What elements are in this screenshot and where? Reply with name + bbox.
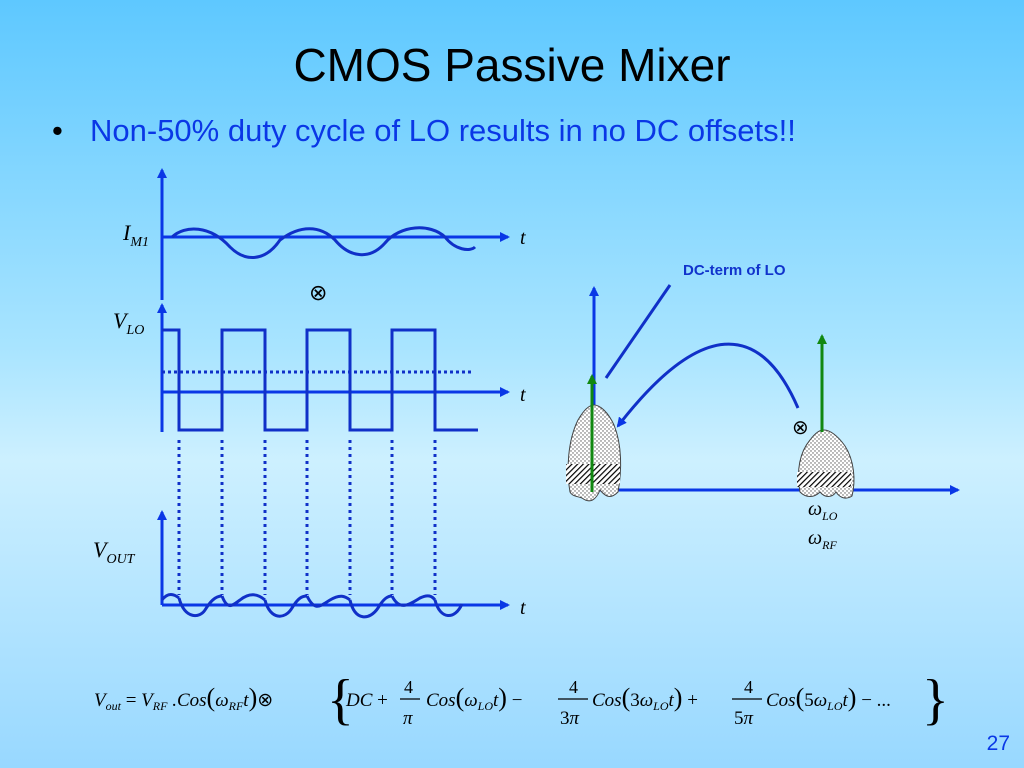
slide-title: CMOS Passive Mixer — [293, 39, 731, 91]
vout-label: VOUT — [93, 537, 136, 567]
projection-lines — [177, 440, 437, 595]
vlo-graph: VLO t — [113, 303, 526, 432]
svg-text:DC +: DC + — [345, 690, 388, 711]
svg-text:4: 4 — [744, 677, 753, 697]
svg-text:4: 4 — [404, 677, 413, 697]
vlo-square-wave — [162, 328, 478, 432]
vout-waveform — [160, 593, 464, 619]
multiply-symbol: ⊗ — [309, 280, 327, 305]
spectrum-diagram: ⊗ ωLO ωRF — [566, 284, 960, 552]
im1-waveform — [170, 226, 477, 259]
svg-text:Cos(ωLOt) −: Cos(ωLOt) − — [426, 683, 522, 713]
svg-text:}: } — [922, 669, 949, 731]
dc-spectrum-blob — [567, 404, 622, 502]
svg-text:5π: 5π — [734, 708, 754, 729]
vlo-t-label: t — [520, 384, 526, 406]
dc-term-annotation: DC-term of LO — [683, 262, 786, 279]
omega-rf-label: ωRF — [808, 527, 837, 552]
bullet-text: Non-50% duty cycle of LO results in no D… — [90, 113, 796, 148]
omega-lo-label: ωLO — [808, 498, 838, 523]
svg-text:3π: 3π — [560, 708, 580, 729]
lo-spectrum-blob — [797, 429, 855, 499]
im1-t-label: t — [520, 227, 526, 249]
mixing-arc-arrow — [616, 342, 800, 428]
mixer-equation: Vout = VRF .Cos(ωRFt)⊗ { DC + 4 π Cos(ωL… — [94, 669, 949, 731]
svg-text:π: π — [403, 708, 413, 729]
lo-hatched-band — [797, 472, 851, 487]
im1-label: IM1 — [122, 220, 149, 250]
bullet-marker: • — [52, 113, 63, 148]
spectrum-multiply-symbol: ⊗ — [792, 417, 809, 439]
vout-t-label: t — [520, 597, 526, 619]
annotation-leader — [604, 284, 672, 379]
svg-text:{: { — [327, 669, 354, 731]
page-number: 27 — [986, 732, 1010, 755]
im1-graph: IM1 t ⊗ — [122, 168, 526, 305]
svg-text:Cos(3ωLOt) +: Cos(3ωLOt) + — [592, 683, 698, 713]
vlo-label: VLO — [113, 308, 144, 338]
svg-text:Vout = VRF .Cos(ω: Vout = VRF .Cos(ωRFt)⊗ — [94, 683, 273, 715]
svg-text:4: 4 — [569, 677, 578, 697]
vout-graph: VOUT t — [93, 510, 526, 619]
svg-text:Cos(5ωLOt) − ...: Cos(5ωLOt) − ... — [766, 683, 891, 713]
